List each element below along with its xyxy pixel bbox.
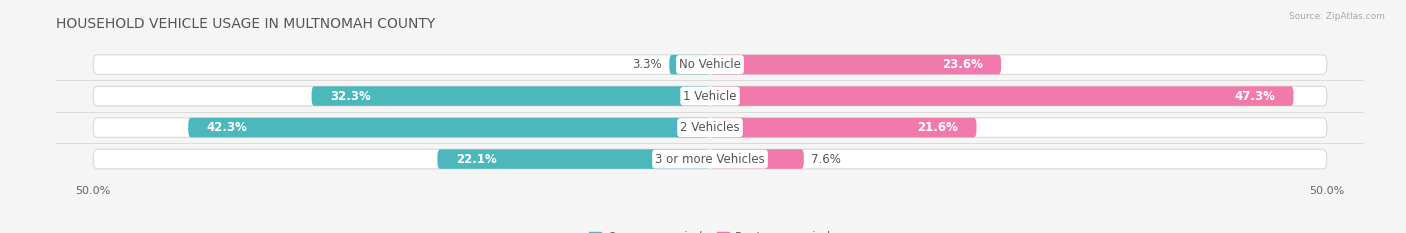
Text: 22.1%: 22.1% <box>456 153 496 166</box>
FancyBboxPatch shape <box>93 55 1327 74</box>
Text: HOUSEHOLD VEHICLE USAGE IN MULTNOMAH COUNTY: HOUSEHOLD VEHICLE USAGE IN MULTNOMAH COU… <box>56 17 436 31</box>
Legend: Owner-occupied, Renter-occupied: Owner-occupied, Renter-occupied <box>585 226 835 233</box>
Text: 47.3%: 47.3% <box>1234 90 1275 103</box>
FancyBboxPatch shape <box>669 55 710 74</box>
FancyBboxPatch shape <box>710 149 804 169</box>
FancyBboxPatch shape <box>710 118 977 137</box>
FancyBboxPatch shape <box>710 86 1294 106</box>
FancyBboxPatch shape <box>188 118 710 137</box>
Text: 23.6%: 23.6% <box>942 58 983 71</box>
FancyBboxPatch shape <box>437 149 710 169</box>
Text: 7.6%: 7.6% <box>811 153 841 166</box>
FancyBboxPatch shape <box>93 149 1327 169</box>
FancyBboxPatch shape <box>312 86 710 106</box>
FancyBboxPatch shape <box>93 86 1327 106</box>
Text: 2 Vehicles: 2 Vehicles <box>681 121 740 134</box>
Text: 3 or more Vehicles: 3 or more Vehicles <box>655 153 765 166</box>
FancyBboxPatch shape <box>93 118 1327 137</box>
Text: 1 Vehicle: 1 Vehicle <box>683 90 737 103</box>
FancyBboxPatch shape <box>710 55 1001 74</box>
Text: No Vehicle: No Vehicle <box>679 58 741 71</box>
Text: 3.3%: 3.3% <box>633 58 662 71</box>
Text: 21.6%: 21.6% <box>917 121 957 134</box>
Text: Source: ZipAtlas.com: Source: ZipAtlas.com <box>1289 12 1385 21</box>
Text: 42.3%: 42.3% <box>207 121 247 134</box>
Text: 32.3%: 32.3% <box>330 90 371 103</box>
